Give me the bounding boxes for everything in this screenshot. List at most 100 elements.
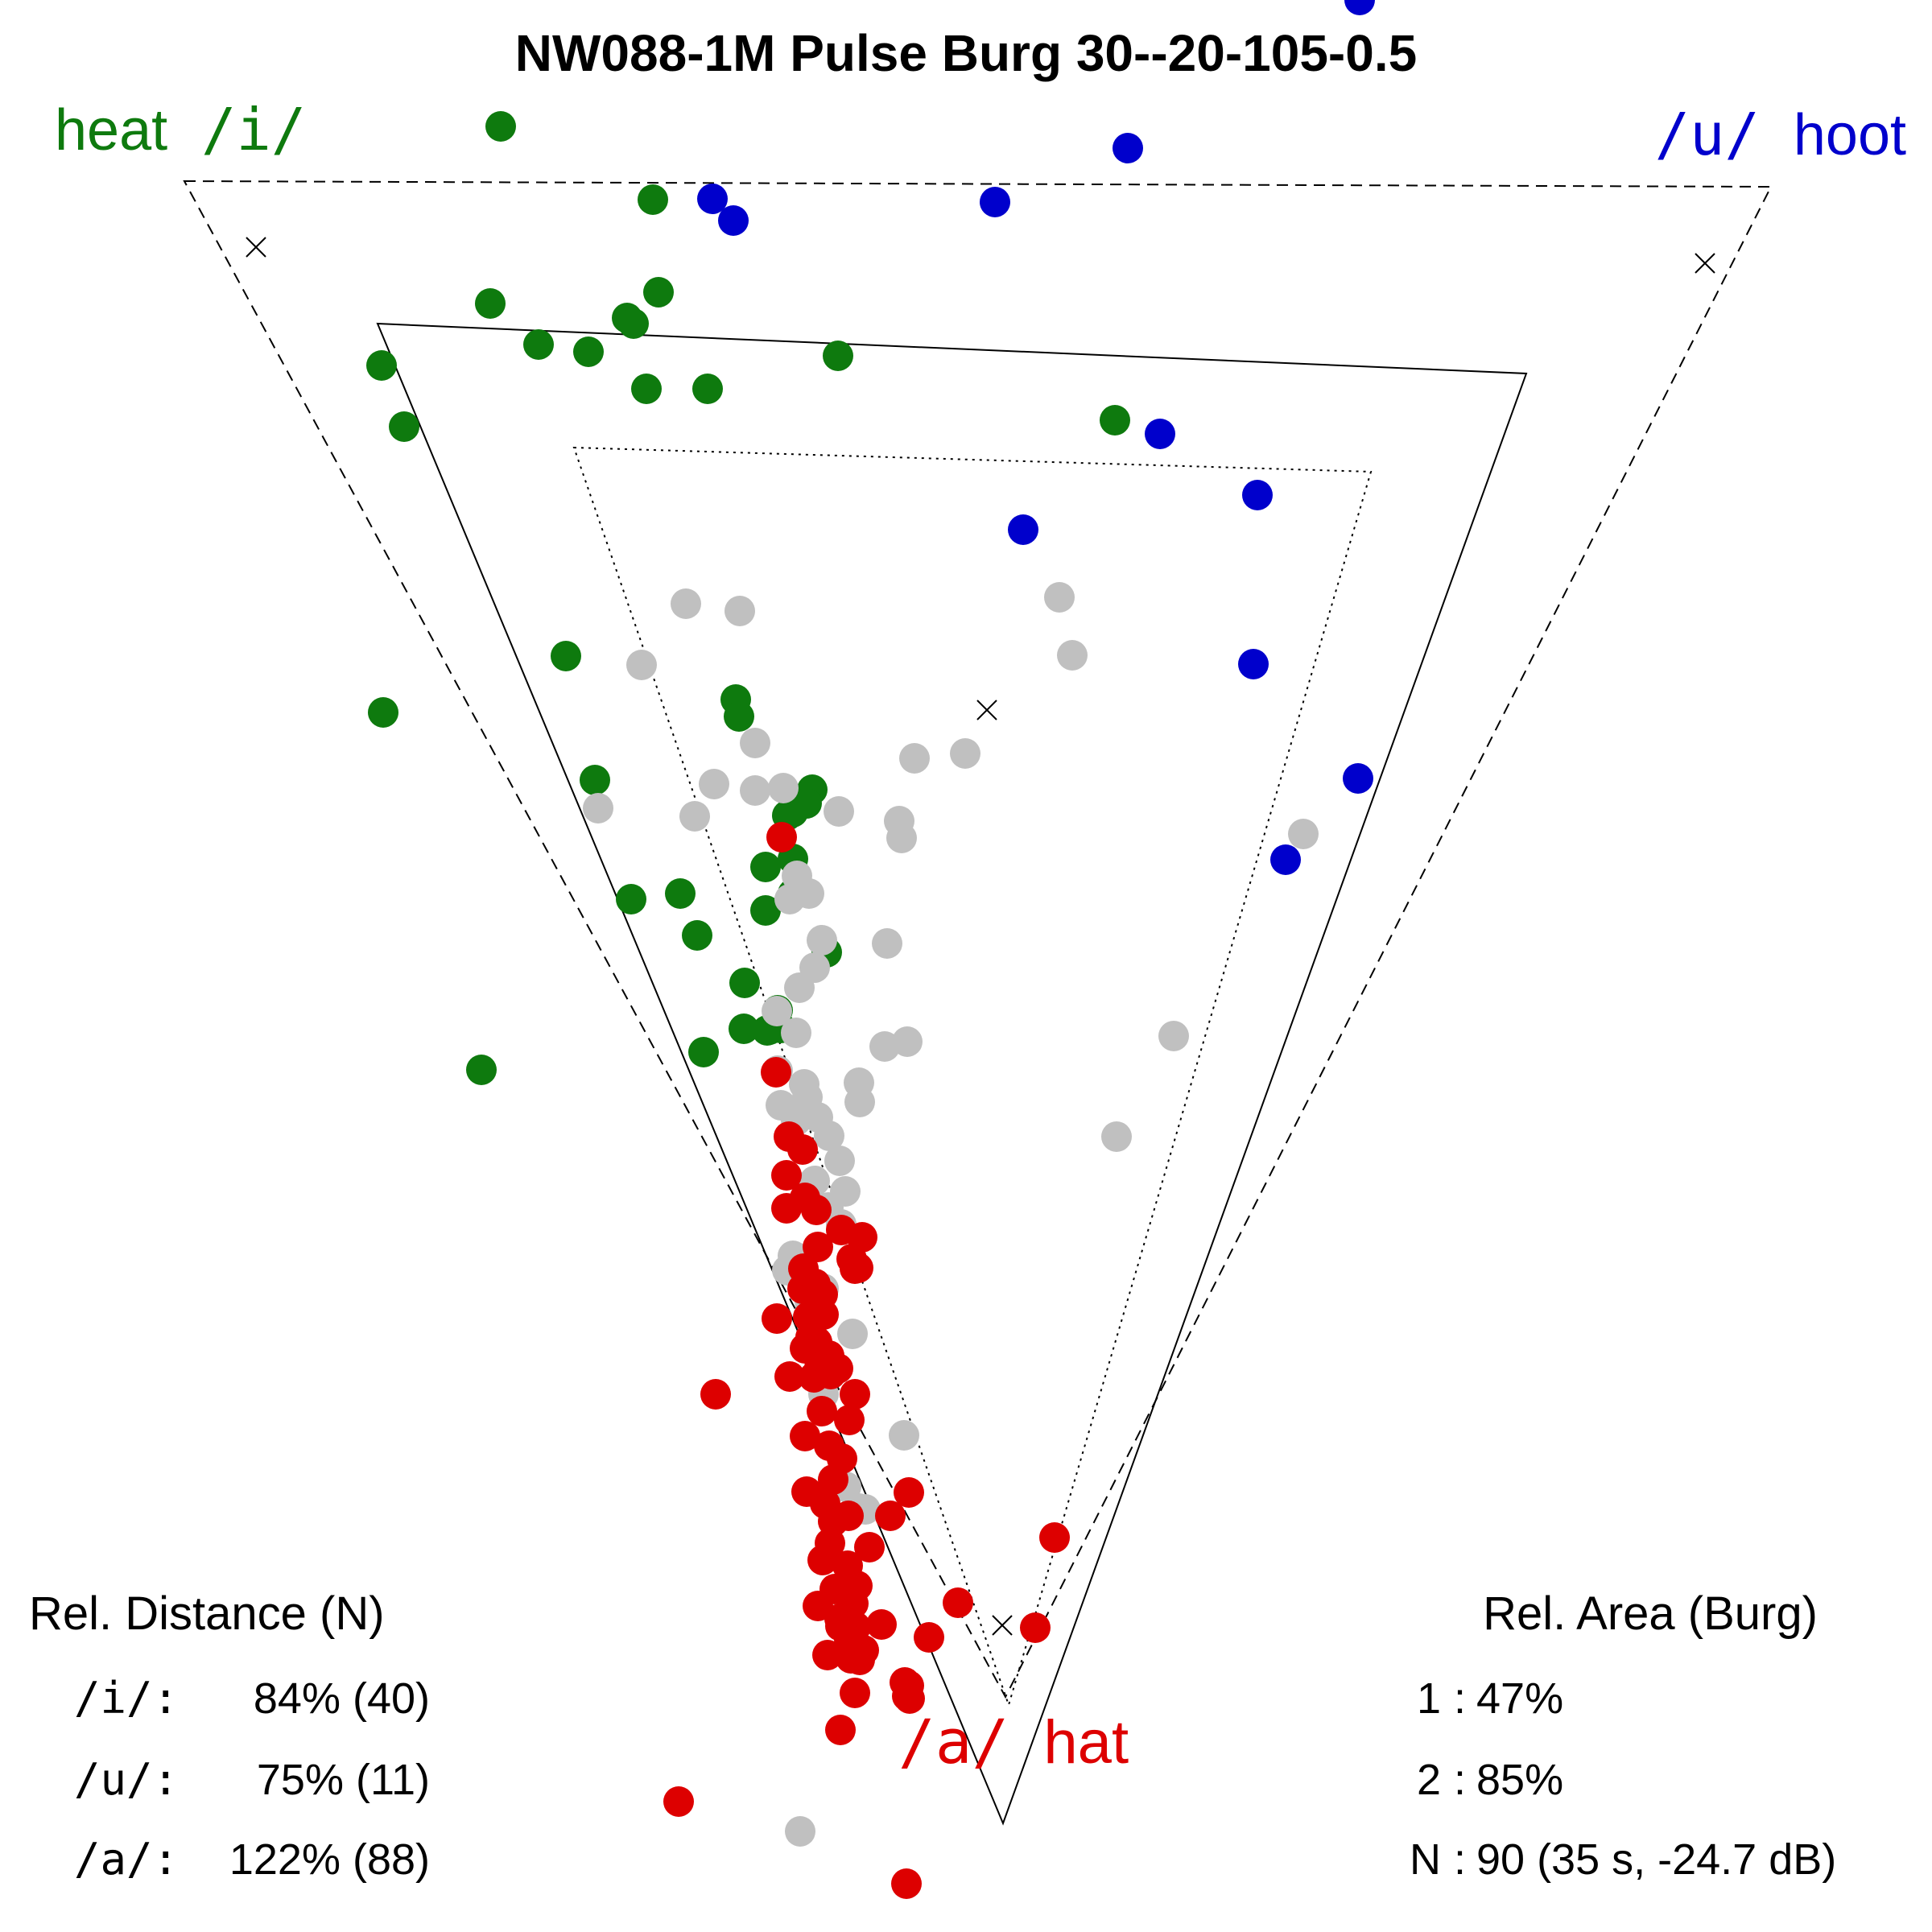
data-point — [815, 1359, 846, 1389]
series-3 — [663, 822, 1070, 1899]
rel-area-label-1: 1 — [1417, 1674, 1441, 1723]
data-point — [368, 697, 398, 728]
data-point — [485, 111, 516, 142]
data-point — [1044, 582, 1075, 613]
data-point — [840, 1379, 870, 1410]
x-marker — [1695, 253, 1715, 274]
data-point — [724, 701, 754, 732]
rel-area-label-2: 2 — [1417, 1756, 1441, 1804]
rel-distance-value-u: 75% (11) — [257, 1756, 430, 1804]
data-point — [891, 1868, 922, 1899]
data-point — [808, 1299, 839, 1330]
data-point — [766, 822, 797, 852]
data-point — [1288, 819, 1319, 849]
data-point — [724, 596, 755, 626]
corner-label-i-word: heat — [55, 98, 167, 163]
data-point — [844, 1087, 875, 1117]
data-point — [616, 884, 646, 914]
data-point — [1101, 1121, 1132, 1152]
data-point — [943, 1587, 973, 1618]
series-1 — [697, 0, 1375, 875]
data-point — [466, 1055, 497, 1085]
data-point — [872, 928, 902, 959]
rel-distance-heading: Rel. Distance (N) — [29, 1587, 385, 1640]
data-point — [774, 884, 805, 914]
data-point — [1270, 844, 1301, 875]
data-point — [801, 1195, 832, 1225]
data-point — [389, 411, 419, 442]
data-point — [583, 793, 613, 824]
data-point — [875, 1501, 906, 1531]
data-point — [729, 968, 760, 998]
data-point — [889, 1420, 919, 1451]
x-marker — [992, 1615, 1013, 1636]
data-point — [1020, 1612, 1051, 1643]
data-point — [740, 728, 770, 758]
data-point — [1145, 419, 1175, 449]
data-point — [1343, 763, 1373, 794]
series-0 — [366, 111, 1130, 1085]
data-point — [866, 1609, 897, 1640]
data-point — [768, 773, 799, 803]
data-point — [679, 801, 710, 832]
formant-points — [366, 0, 1375, 1899]
rel-area-sep-n: : — [1454, 1835, 1466, 1884]
data-point — [914, 1622, 944, 1653]
rel-distance-panel: Rel. Distance (N) /i/: 84% (40) /u/: 75%… — [29, 1587, 430, 1885]
data-point — [1158, 1021, 1189, 1051]
corner-label-u: /u/ hoot — [1655, 101, 1906, 168]
data-point — [807, 1396, 837, 1426]
rel-area-value-2: 85% — [1476, 1756, 1563, 1804]
rel-distance-label-a: /a/: — [74, 1834, 179, 1885]
data-point — [812, 1640, 843, 1670]
data-point — [1113, 133, 1143, 163]
data-point — [580, 765, 610, 795]
data-point — [1344, 0, 1375, 15]
data-point — [761, 1057, 791, 1088]
triangle-dotted — [572, 446, 1373, 1708]
data-point — [894, 1477, 924, 1508]
data-point — [824, 796, 854, 827]
data-point — [697, 184, 728, 214]
series-2 — [583, 582, 1319, 1847]
data-point — [784, 972, 815, 1003]
data-point — [1039, 1522, 1070, 1553]
data-point — [787, 1134, 818, 1165]
data-point — [803, 1232, 833, 1262]
data-point — [843, 1253, 873, 1283]
chart-title: NW088-1M Pulse Burg 30--20-105-0.5 — [515, 24, 1417, 82]
data-point — [750, 895, 781, 926]
rel-distance-value-a: 122% (88) — [229, 1835, 430, 1884]
data-point — [844, 1645, 875, 1675]
data-point — [665, 878, 696, 909]
data-point — [1238, 649, 1269, 679]
data-point — [638, 184, 668, 215]
corner-label-i: heat /i/ — [55, 96, 306, 163]
data-point — [834, 1405, 865, 1435]
data-point — [631, 374, 662, 404]
data-point — [682, 920, 712, 951]
data-point — [729, 1013, 759, 1044]
rel-area-panel: Rel. Area (Burg) 1 : 47% 2 : 85% N : 90 … — [1410, 1587, 1836, 1884]
rel-area-value-1: 47% — [1476, 1674, 1563, 1723]
data-point — [692, 374, 723, 404]
data-point — [825, 1715, 856, 1745]
data-point — [771, 1160, 802, 1191]
data-point — [626, 650, 657, 680]
data-point — [894, 1683, 925, 1714]
data-point — [778, 797, 808, 828]
data-point — [824, 1146, 855, 1176]
x-marker — [976, 700, 997, 720]
rel-area-heading: Rel. Area (Burg) — [1483, 1587, 1818, 1640]
data-point — [823, 341, 853, 371]
data-point — [1242, 480, 1273, 510]
rel-distance-label-u: /u/: — [74, 1754, 179, 1805]
data-point — [663, 1786, 694, 1817]
data-point — [523, 329, 554, 360]
data-point — [899, 743, 930, 774]
data-point — [833, 1501, 864, 1531]
corner-label-a-phoneme: /a/ — [898, 1706, 1009, 1777]
data-point — [774, 1361, 805, 1392]
data-point — [762, 996, 792, 1026]
data-point — [762, 1303, 792, 1334]
